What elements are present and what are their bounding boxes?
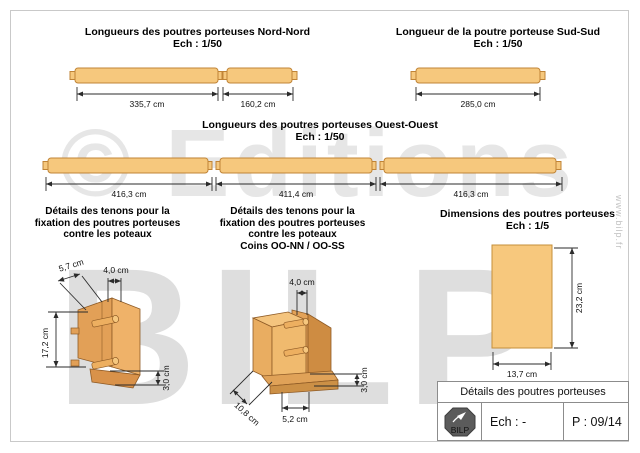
dim-label: 4,0 cm: [103, 265, 129, 275]
post-3d-shape: [77, 297, 141, 389]
beam-sud: [410, 67, 546, 84]
dimension-ouest-1: 416,3 cm: [45, 177, 213, 199]
tenons-a-line2: fixation des poutres porteuses: [34, 217, 181, 229]
dimension-diagonal: 5,7 cm: [57, 257, 103, 311]
title-block-title: Détails des poutres porteuses: [438, 382, 628, 403]
dimension-tenon-width: 4,0 cm: [289, 277, 315, 315]
sud-title-line: Longueur de la poutre porteuse Sud-Sud: [395, 26, 601, 38]
dimension-tenon-width: 4,0 cm: [103, 265, 129, 302]
nord-title-line: Longueurs des poutres porteuses Nord-Nor…: [84, 26, 311, 38]
dim-label: 3,0 cm: [359, 367, 369, 393]
dimension-ouest-3: 416,3 cm: [379, 177, 563, 199]
dimension-nord-1: 335,7 cm: [76, 87, 219, 109]
dimension-profile-height: 23,2 cm: [554, 247, 584, 349]
section-title-ouest: Longueurs des poutres porteuses Ouest-Ou…: [105, 119, 535, 143]
sud-scale-line: Ech : 1/50: [473, 38, 523, 50]
dim-label: 160,2 cm: [241, 99, 276, 109]
nord-scale-line: Ech : 1/50: [172, 38, 223, 50]
tenon-dowels: [70, 315, 119, 370]
beam-ouest-3: [379, 157, 562, 174]
beam-ouest-2: [215, 157, 377, 174]
drawing-tenon-detail-a: 17,2 cm 4,0 cm 5,7 cm 3,0 cm: [40, 257, 171, 391]
tenons-b-line3: contre les poteaux: [248, 229, 337, 240]
section-title-profile: Dimensions des poutres porteuses Ech : 1…: [420, 208, 635, 232]
dim-label: 4,0 cm: [289, 277, 315, 287]
tenons-a-line3: contre les poteaux: [63, 229, 152, 240]
drawing-beam-sud: 285,0 cm: [410, 67, 546, 109]
beam-ouest-1: [42, 157, 213, 174]
drawing-beams-ouest: 416,3 cm 411,4 cm 416,3 cm: [42, 157, 563, 199]
dim-label: 5,7 cm: [57, 257, 84, 274]
dim-label: 10,8 cm: [232, 400, 261, 428]
section-title-tenons-b: Détails des tenons pour la fixation des …: [205, 206, 380, 252]
dimension-bottom-width: 5,2 cm: [281, 392, 310, 424]
dimension-height: 17,2 cm: [40, 311, 88, 368]
dimension-foot: 3,0 cm: [110, 365, 171, 391]
beam-cross-section: [491, 244, 553, 349]
dim-label: 335,7 cm: [130, 99, 165, 109]
tenons-b-line4: Coins OO-NN / OO-SS: [240, 240, 345, 252]
ouest-scale-line: Ech : 1/50: [295, 131, 345, 143]
step-block-shape: [261, 370, 339, 395]
tenons-b-line2: fixation des poutres porteuses: [219, 217, 366, 229]
tenons-a-line1: Détails des tenons pour la: [45, 206, 170, 217]
title-block: Détails des poutres porteuses BILP Ech :…: [437, 381, 629, 441]
section-title-sud: Longueur de la poutre porteuse Sud-Sud E…: [368, 26, 628, 50]
dim-label: 416,3 cm: [112, 189, 147, 199]
sheet-border: [10, 10, 629, 442]
profile-scale-line: Ech : 1/5: [505, 220, 550, 232]
dim-label: 411,4 cm: [279, 189, 313, 199]
section-title-nord: Longueurs des poutres porteuses Nord-Nor…: [40, 26, 355, 50]
tenons-b-line1: Détails des tenons pour la: [230, 206, 355, 217]
dimension-sud: 285,0 cm: [415, 87, 541, 109]
dim-label: 13,7 cm: [507, 369, 537, 379]
dim-label: 5,2 cm: [282, 414, 308, 424]
tenon-dowels: [283, 318, 309, 357]
drawing-tenon-detail-b: 4,0 cm 3,0 cm 10,8 cm 5,2 cm: [229, 277, 369, 428]
drawing-beam-profile: 23,2 cm 13,7 cm: [491, 244, 584, 379]
drawing-beams-nord: 335,7 cm 160,2 cm: [69, 67, 298, 109]
title-block-scale: Ech : -: [482, 403, 564, 441]
title-block-logo-cell: BILP: [438, 403, 482, 441]
dimension-ouest-2: 411,4 cm: [215, 177, 377, 199]
website-vertical-label: www.bilp.fr: [614, 195, 624, 250]
bilp-logo-text: BILP: [450, 425, 469, 435]
ouest-title-line: Longueurs des poutres porteuses Ouest-Ou…: [202, 119, 438, 131]
dimension-profile-width: 13,7 cm: [492, 352, 552, 379]
section-title-tenons-a: Détails des tenons pour la fixation des …: [25, 206, 190, 241]
profile-title-line: Dimensions des poutres porteuses: [439, 208, 616, 220]
dimension-step-height: 3,0 cm: [310, 367, 369, 393]
title-block-page-number: P : 09/14: [572, 415, 622, 429]
dim-label: 3,0 cm: [161, 365, 171, 391]
bilp-logo-icon: BILP: [444, 407, 475, 437]
beam-nord-2: [222, 67, 298, 84]
dim-label: 285,0 cm: [461, 99, 496, 109]
dim-label: 416,3 cm: [454, 189, 489, 199]
dim-label: 17,2 cm: [40, 328, 50, 358]
beam-nord-1: [69, 67, 223, 84]
dimension-nord-2: 160,2 cm: [222, 87, 294, 109]
dim-label: 23,2 cm: [574, 283, 584, 313]
